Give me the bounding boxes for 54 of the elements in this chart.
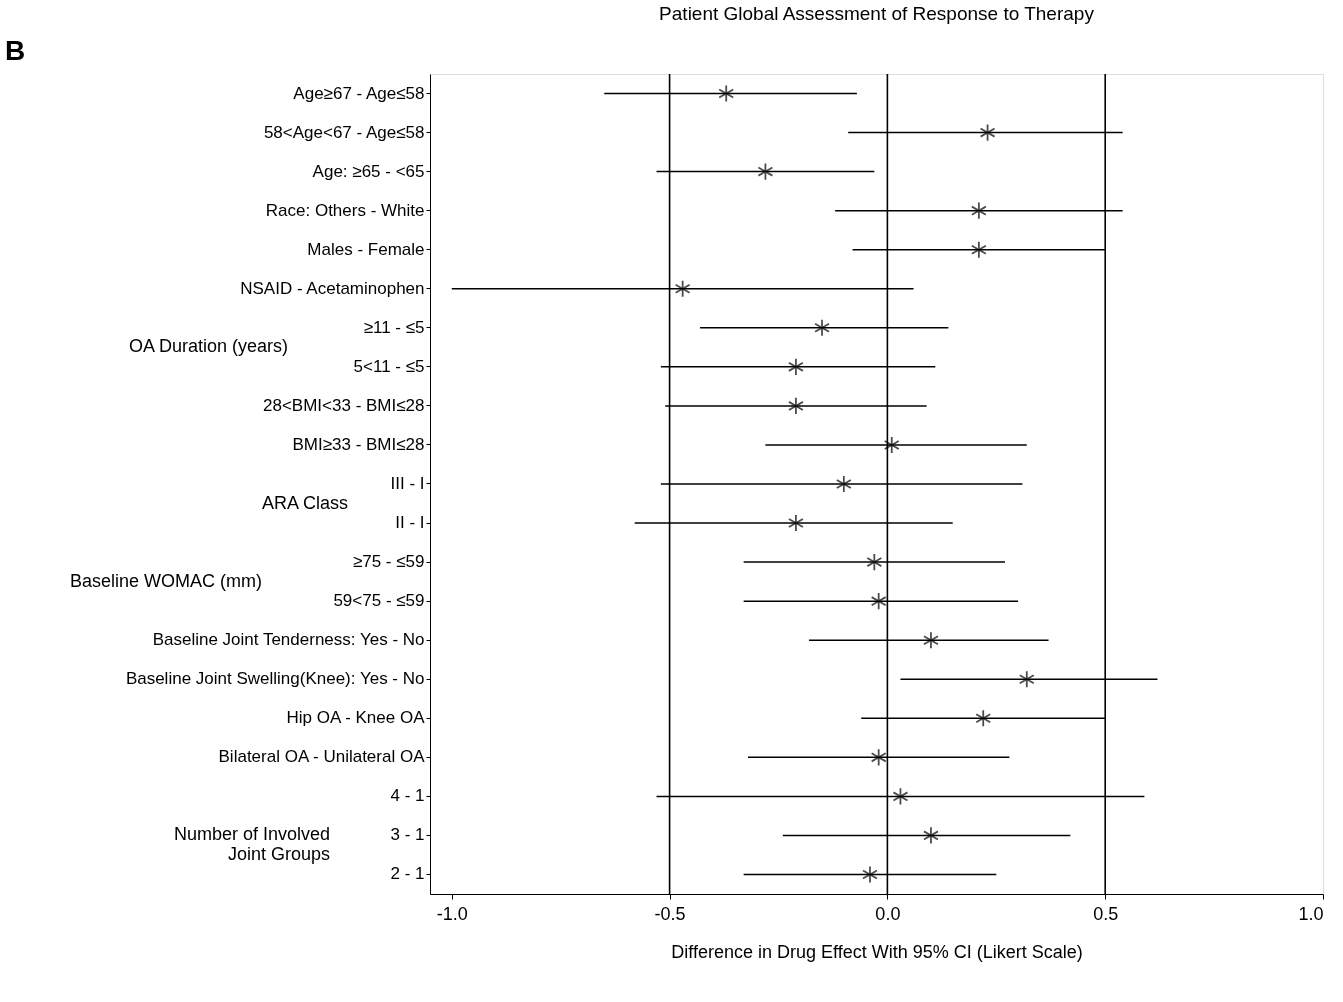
y-tick-label: BMI≥33 - BMI≤28 bbox=[292, 434, 425, 454]
point bbox=[870, 592, 887, 611]
text: OA Duration (years) bbox=[128, 336, 288, 357]
y-tick-label: 3 - 1 bbox=[390, 825, 425, 845]
point bbox=[718, 84, 735, 103]
x-tick-label: 1.0 bbox=[1298, 903, 1324, 924]
point bbox=[835, 475, 852, 493]
y-tick-label: 28<BMI<33 - BMI≤28 bbox=[263, 395, 425, 415]
text: ARA Class bbox=[261, 492, 348, 513]
point bbox=[923, 631, 939, 650]
point bbox=[814, 318, 830, 337]
point bbox=[979, 123, 996, 142]
point bbox=[1018, 670, 1035, 689]
y-tick-label: 59<75 - ≤59 bbox=[333, 591, 425, 611]
point bbox=[883, 435, 900, 454]
y-tick-label: ≥75 - ≤59 bbox=[352, 552, 425, 572]
x-axis-title: Difference in Drug Effect With 95% CI (Likert Scale) bbox=[671, 941, 1083, 962]
text: Number of Involved Joint Groups bbox=[173, 824, 330, 865]
y-tick-label: ≥11 - ≤5 bbox=[363, 317, 425, 337]
x-tick-label: -1.0 bbox=[436, 903, 468, 924]
y-tick-label: Age≥67 - Age≤58 bbox=[293, 83, 425, 103]
y-tick-label: Males - Female bbox=[307, 239, 425, 259]
y-tick-label: Baseline Joint Tenderness: Yes - No bbox=[152, 630, 425, 650]
x-tick-label: 0.0 bbox=[875, 903, 901, 924]
y-tick-label: 2 - 1 bbox=[390, 864, 425, 884]
point bbox=[862, 865, 878, 884]
y-tick-label: Race: Others - White bbox=[265, 200, 425, 220]
point bbox=[970, 240, 987, 259]
y-tick-label: 58<Age<67 - Age≤58 bbox=[263, 122, 425, 142]
y-tick-label: 4 - 1 bbox=[390, 786, 425, 806]
x-tick-label: -0.5 bbox=[654, 903, 686, 924]
text: Baseline WOMAC (mm) bbox=[69, 570, 262, 591]
y-tick-label: Age: ≥65 - <65 bbox=[312, 161, 425, 181]
point bbox=[975, 709, 992, 728]
point bbox=[870, 748, 887, 767]
y-tick-label: NSAID - Acetaminophen bbox=[240, 278, 425, 298]
x-tick-label: 0.5 bbox=[1093, 903, 1119, 924]
y-tick-label: Baseline Joint Swelling(Knee): Yes - No bbox=[125, 669, 425, 689]
y-tick-label: III - I bbox=[390, 474, 425, 493]
point bbox=[674, 279, 691, 298]
chart-title: Patient Global Assessment of Response to Therapy bbox=[659, 3, 1095, 24]
point bbox=[892, 787, 909, 806]
point bbox=[788, 396, 804, 415]
text: B bbox=[5, 35, 26, 66]
y-tick-label: 5<11 - ≤5 bbox=[353, 356, 425, 376]
point bbox=[788, 357, 804, 376]
y-tick-label: II - I bbox=[395, 513, 425, 533]
point bbox=[970, 201, 987, 220]
point bbox=[866, 553, 883, 572]
point bbox=[923, 826, 939, 845]
y-tick-label: Hip OA - Knee OA bbox=[286, 708, 426, 728]
y-tick-label: Bilateral OA - Unilateral OA bbox=[218, 747, 426, 767]
point bbox=[788, 514, 804, 533]
point bbox=[757, 162, 774, 181]
